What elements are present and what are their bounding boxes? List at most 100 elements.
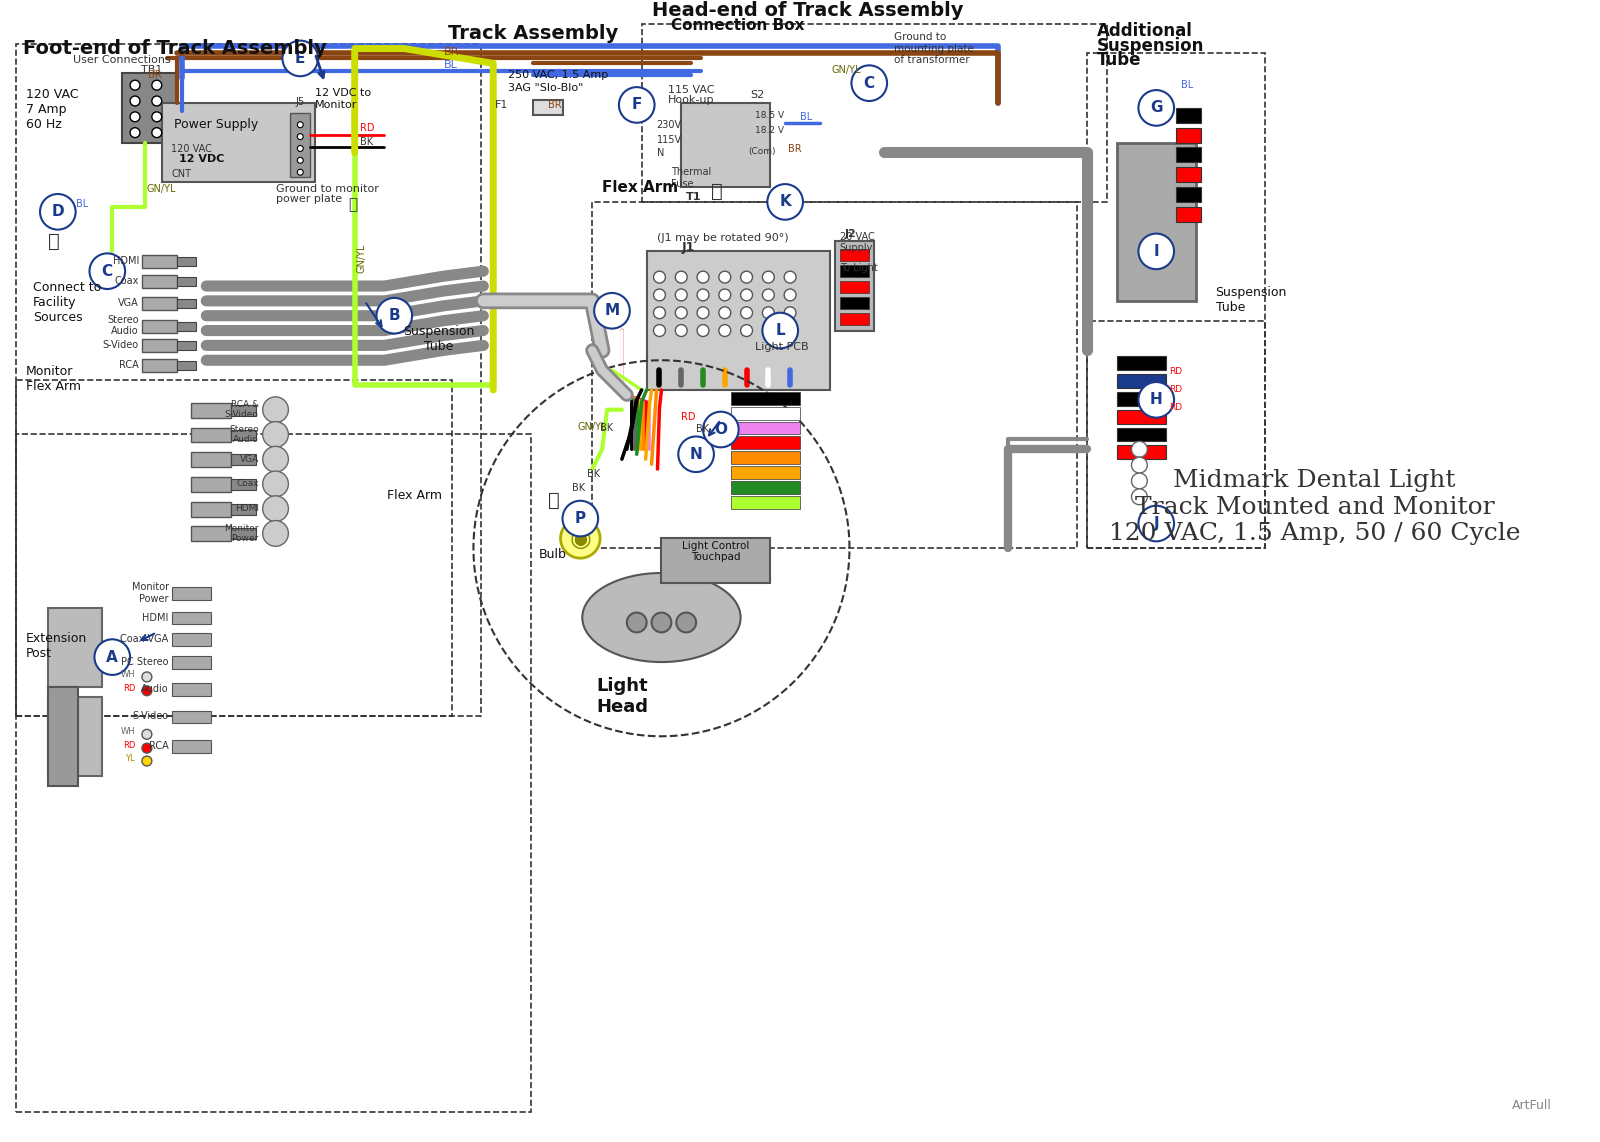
- Text: P: P: [574, 512, 586, 526]
- Text: T1: T1: [686, 192, 702, 202]
- Text: 120 VAC: 120 VAC: [26, 88, 78, 100]
- Bar: [142, 256, 176, 268]
- Circle shape: [851, 65, 886, 100]
- Text: Monitor
Power: Monitor Power: [224, 524, 259, 544]
- Text: 12 VDC to
Monitor: 12 VDC to Monitor: [315, 88, 371, 110]
- Text: HDMI: HDMI: [112, 256, 139, 266]
- Text: Coax: Coax: [115, 276, 139, 287]
- Text: Bulb: Bulb: [539, 548, 566, 561]
- Text: Monitor
Flex Arm: Monitor Flex Arm: [26, 365, 82, 393]
- Text: Additional: Additional: [1098, 22, 1192, 40]
- Bar: [661, 538, 770, 582]
- Bar: [192, 501, 230, 516]
- Circle shape: [142, 686, 152, 695]
- Text: BL: BL: [443, 61, 458, 71]
- Bar: [171, 587, 211, 600]
- Text: GN/YL: GN/YL: [147, 184, 176, 194]
- Circle shape: [40, 194, 75, 230]
- Circle shape: [762, 271, 774, 283]
- Bar: [122, 73, 176, 143]
- Bar: [835, 241, 874, 330]
- Circle shape: [283, 41, 318, 77]
- Circle shape: [142, 730, 152, 739]
- Text: G: G: [1150, 100, 1163, 115]
- Circle shape: [262, 397, 288, 423]
- Circle shape: [762, 324, 774, 337]
- Text: WH: WH: [120, 727, 134, 737]
- Bar: [230, 504, 256, 515]
- Circle shape: [653, 307, 666, 319]
- Bar: [171, 634, 211, 646]
- Text: PC Stereo: PC Stereo: [122, 657, 168, 667]
- Text: Light
Head: Light Head: [595, 677, 648, 716]
- Text: (J1 may be rotated 90°): (J1 may be rotated 90°): [656, 233, 789, 243]
- Circle shape: [653, 271, 666, 283]
- Bar: [1117, 392, 1166, 405]
- Circle shape: [741, 324, 752, 337]
- Text: Coax VGA: Coax VGA: [120, 634, 168, 644]
- Text: User Connections: User Connections: [74, 55, 171, 65]
- Text: (Com): (Com): [749, 147, 776, 156]
- Text: ArtFull: ArtFull: [1512, 1100, 1552, 1112]
- Circle shape: [627, 612, 646, 633]
- Bar: [1117, 356, 1166, 370]
- Bar: [192, 403, 230, 418]
- Bar: [176, 278, 197, 286]
- Circle shape: [784, 271, 797, 283]
- Bar: [1176, 107, 1200, 122]
- Bar: [840, 313, 869, 324]
- Bar: [840, 281, 869, 293]
- Text: WH: WH: [120, 670, 134, 678]
- Text: Track Assembly: Track Assembly: [448, 24, 618, 42]
- Bar: [1117, 143, 1195, 300]
- Text: Suspension
Tube: Suspension Tube: [1216, 286, 1286, 314]
- Bar: [731, 481, 800, 493]
- Text: RD: RD: [1170, 385, 1182, 394]
- Circle shape: [152, 112, 162, 122]
- Text: E: E: [294, 51, 306, 66]
- Text: BR: BR: [443, 48, 459, 57]
- Circle shape: [130, 80, 139, 90]
- Circle shape: [1139, 90, 1174, 126]
- Circle shape: [298, 145, 304, 152]
- Circle shape: [718, 289, 731, 300]
- Circle shape: [298, 158, 304, 163]
- Text: N: N: [112, 104, 120, 114]
- Bar: [192, 526, 230, 541]
- Circle shape: [741, 289, 752, 300]
- Bar: [142, 297, 176, 309]
- Bar: [192, 477, 230, 492]
- Text: GN/YL: GN/YL: [578, 421, 606, 432]
- Text: C: C: [864, 75, 875, 90]
- Bar: [176, 257, 197, 266]
- Circle shape: [142, 756, 152, 766]
- Circle shape: [698, 307, 709, 319]
- Text: ⏚: ⏚: [48, 232, 59, 251]
- Circle shape: [677, 612, 696, 633]
- Text: Light Control
Touchpad: Light Control Touchpad: [682, 540, 749, 562]
- Text: RD: RD: [123, 741, 134, 750]
- Text: BL: BL: [800, 112, 813, 122]
- Text: A: A: [106, 650, 118, 665]
- Text: G: G: [112, 88, 120, 98]
- Text: BR: BR: [789, 144, 802, 154]
- Circle shape: [675, 324, 686, 337]
- Circle shape: [1139, 234, 1174, 270]
- Text: CNT: CNT: [171, 169, 192, 179]
- Text: L: L: [115, 120, 120, 130]
- Bar: [142, 275, 176, 288]
- Text: Stereo
Audio: Stereo Audio: [107, 315, 139, 337]
- Text: ⏚: ⏚: [710, 182, 723, 201]
- Circle shape: [762, 289, 774, 300]
- Text: Connection Box: Connection Box: [672, 18, 805, 33]
- Bar: [646, 251, 830, 389]
- Text: HDMI: HDMI: [235, 504, 259, 513]
- Text: Ground to
mounting plate
of transformer: Ground to mounting plate of transformer: [894, 32, 974, 65]
- Text: N: N: [690, 447, 702, 461]
- Bar: [230, 478, 256, 490]
- Circle shape: [675, 307, 686, 319]
- Bar: [1176, 147, 1200, 162]
- Circle shape: [262, 521, 288, 546]
- Text: BK: BK: [587, 469, 600, 478]
- Text: 230V: 230V: [656, 120, 682, 130]
